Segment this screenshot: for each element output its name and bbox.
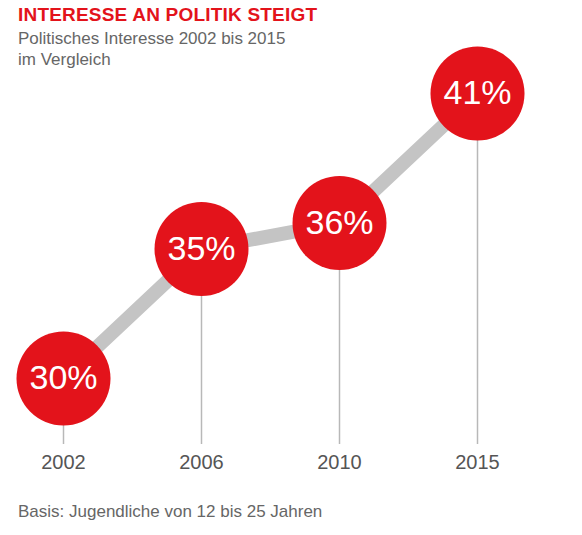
html-text:Politisches Interesse 2002 bis: Politisches Interesse 2002 bis 2015 im V… bbox=[18, 29, 286, 69]
svg-text:2002: 2002 bbox=[41, 451, 86, 473]
svg-text:30%: 30% bbox=[29, 358, 97, 396]
html-text:Basis: Jugendliche von 12 bis: Basis: Jugendliche von 12 bis 25 Jahren bbox=[18, 502, 323, 521]
svg-text:35%: 35% bbox=[167, 229, 235, 267]
svg-text:2015: 2015 bbox=[455, 451, 500, 473]
svg-text:2010: 2010 bbox=[317, 451, 362, 473]
html-text:INTERESSE AN POLITIK STEIGT: INTERESSE AN POLITIK STEIGT bbox=[18, 4, 318, 25]
svg-text:36%: 36% bbox=[305, 203, 373, 241]
svg-text:41%: 41% bbox=[443, 73, 511, 111]
svg-text:2006: 2006 bbox=[179, 451, 224, 473]
